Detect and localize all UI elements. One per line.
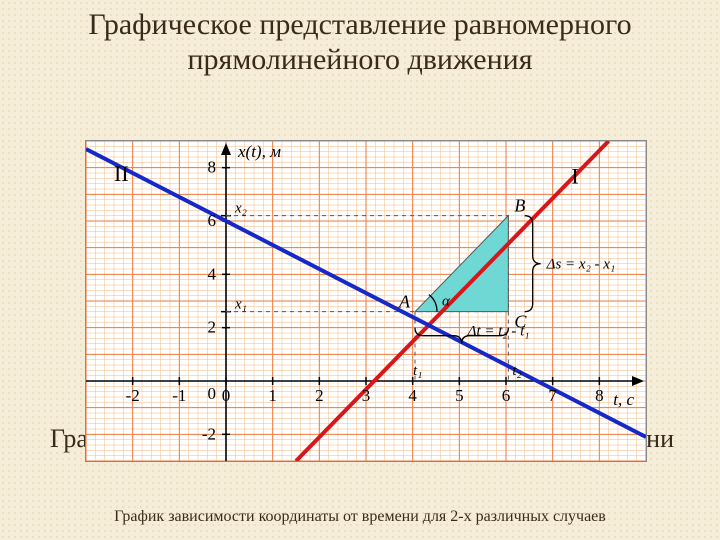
svg-text:0: 0: [208, 384, 217, 403]
svg-text:x(t), м: x(t), м: [237, 142, 281, 161]
svg-text:A: A: [398, 292, 411, 312]
svg-text:t, с: t, с: [613, 390, 634, 409]
svg-text:-2: -2: [126, 386, 140, 405]
svg-text:II: II: [114, 161, 129, 186]
slide-caption: График зависимости координаты от времени…: [0, 508, 720, 526]
svg-text:Δs = x₂ - x₁: Δs = x₂ - x₁: [546, 257, 616, 273]
svg-text:2: 2: [315, 386, 324, 405]
svg-text:α: α: [442, 294, 451, 310]
svg-text:3: 3: [362, 386, 371, 405]
svg-text:6: 6: [502, 386, 511, 405]
svg-text:4: 4: [208, 264, 217, 283]
svg-text:5: 5: [455, 386, 464, 405]
svg-text:I: I: [571, 164, 578, 189]
svg-text:2: 2: [208, 318, 217, 337]
svg-text:x₂: x₂: [234, 201, 247, 217]
svg-text:8: 8: [595, 386, 604, 405]
svg-text:Δt = t₂ - t₁: Δt = t₂ - t₁: [467, 324, 530, 340]
svg-text:6: 6: [208, 211, 217, 230]
svg-text:0: 0: [222, 386, 231, 405]
svg-text:7: 7: [548, 386, 557, 405]
slide-title: Графическое представление равномерного п…: [0, 8, 720, 77]
svg-text:B: B: [514, 196, 525, 216]
svg-text:8: 8: [208, 158, 217, 177]
chart-svg: -2-1012345678-22468x₁x₂x(t), мt, с0αABCI…: [86, 141, 646, 461]
svg-text:4: 4: [408, 386, 417, 405]
svg-text:t₂: t₂: [512, 363, 521, 379]
svg-text:-1: -1: [172, 386, 186, 405]
svg-text:1: 1: [268, 386, 277, 405]
svg-text:-2: -2: [202, 424, 216, 443]
svg-text:t₁: t₁: [413, 363, 422, 379]
coordinate-time-chart: -2-1012345678-22468x₁x₂x(t), мt, с0αABCI…: [85, 140, 647, 462]
svg-text:x₁: x₁: [234, 297, 247, 313]
